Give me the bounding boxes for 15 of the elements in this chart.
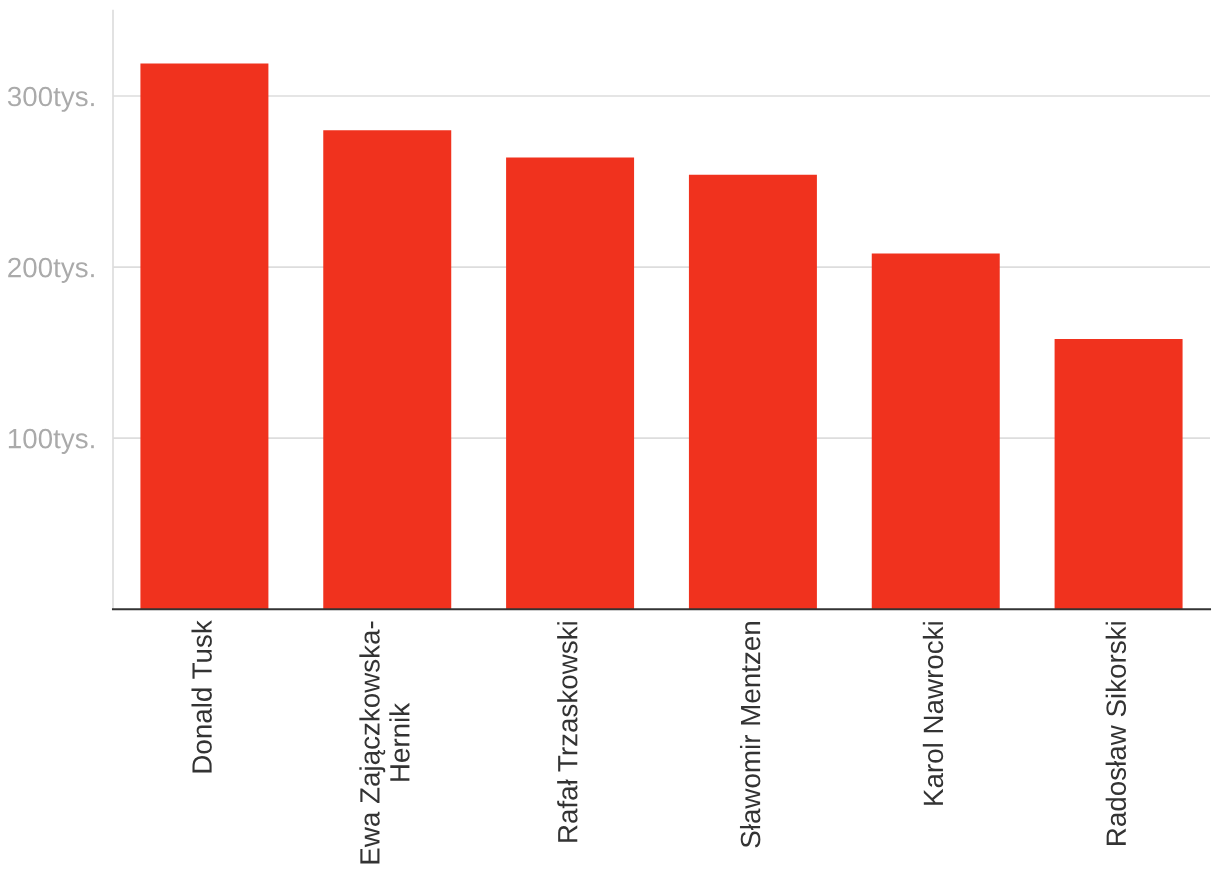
x-tick-label: Radosław Sikorski [1105,622,1127,845]
y-tick-label: 200tys. [8,257,94,283]
y-tick-label: 100tys. [8,428,94,454]
x-tick-label: Donald Tusk [191,620,212,773]
bar [140,63,269,610]
x-tick-label: Karol Nawrocki [922,622,944,805]
x-tick-label: Rafał Trzaskowski [557,622,578,842]
bar [1054,338,1183,610]
x-tick-label: Sławomir Mentzen [739,622,761,848]
bar [871,253,1000,610]
x-tick-label: Ewa Zajączkowska- Hernik [359,621,410,864]
y-tick-label: 300tys. [7,86,94,112]
bar [506,157,635,610]
bar [323,130,452,610]
bar [688,174,817,610]
